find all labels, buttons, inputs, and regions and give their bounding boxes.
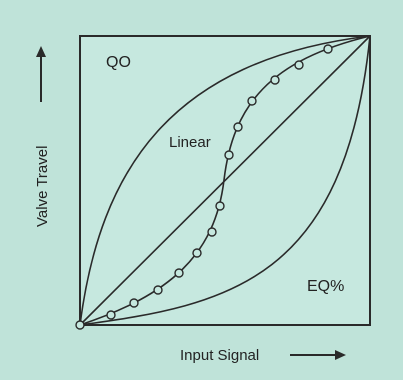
curve-marker: [192, 248, 202, 258]
quick-open-label: QO: [106, 54, 131, 71]
curve-marker: [215, 201, 225, 211]
curve-marker: [129, 298, 139, 308]
y-axis-label: Valve Travel: [34, 146, 51, 227]
y-axis-arrow-icon: [36, 46, 46, 102]
x-axis-arrow-icon: [290, 350, 346, 360]
origin-marker: [75, 320, 85, 330]
quick-open-curve: [79, 35, 371, 326]
linear-label: Linear: [169, 134, 211, 151]
curve-marker: [174, 268, 184, 278]
curve-marker: [224, 150, 234, 160]
curve-marker: [323, 44, 333, 54]
linear-curve: [79, 35, 371, 326]
characterized-curve: [79, 35, 371, 326]
curve-marker: [247, 96, 257, 106]
curve-marker: [233, 122, 243, 132]
characterized-curve-markers: [106, 44, 333, 320]
curve-marker: [270, 75, 280, 85]
x-axis-label: Input Signal: [180, 347, 259, 364]
curve-marker: [207, 227, 217, 237]
equal-percentage-label: EQ%: [307, 278, 344, 295]
curve-marker: [106, 310, 116, 320]
curve-marker: [153, 285, 163, 295]
equal-percentage-curve: [79, 35, 371, 326]
curve-marker: [294, 60, 304, 70]
